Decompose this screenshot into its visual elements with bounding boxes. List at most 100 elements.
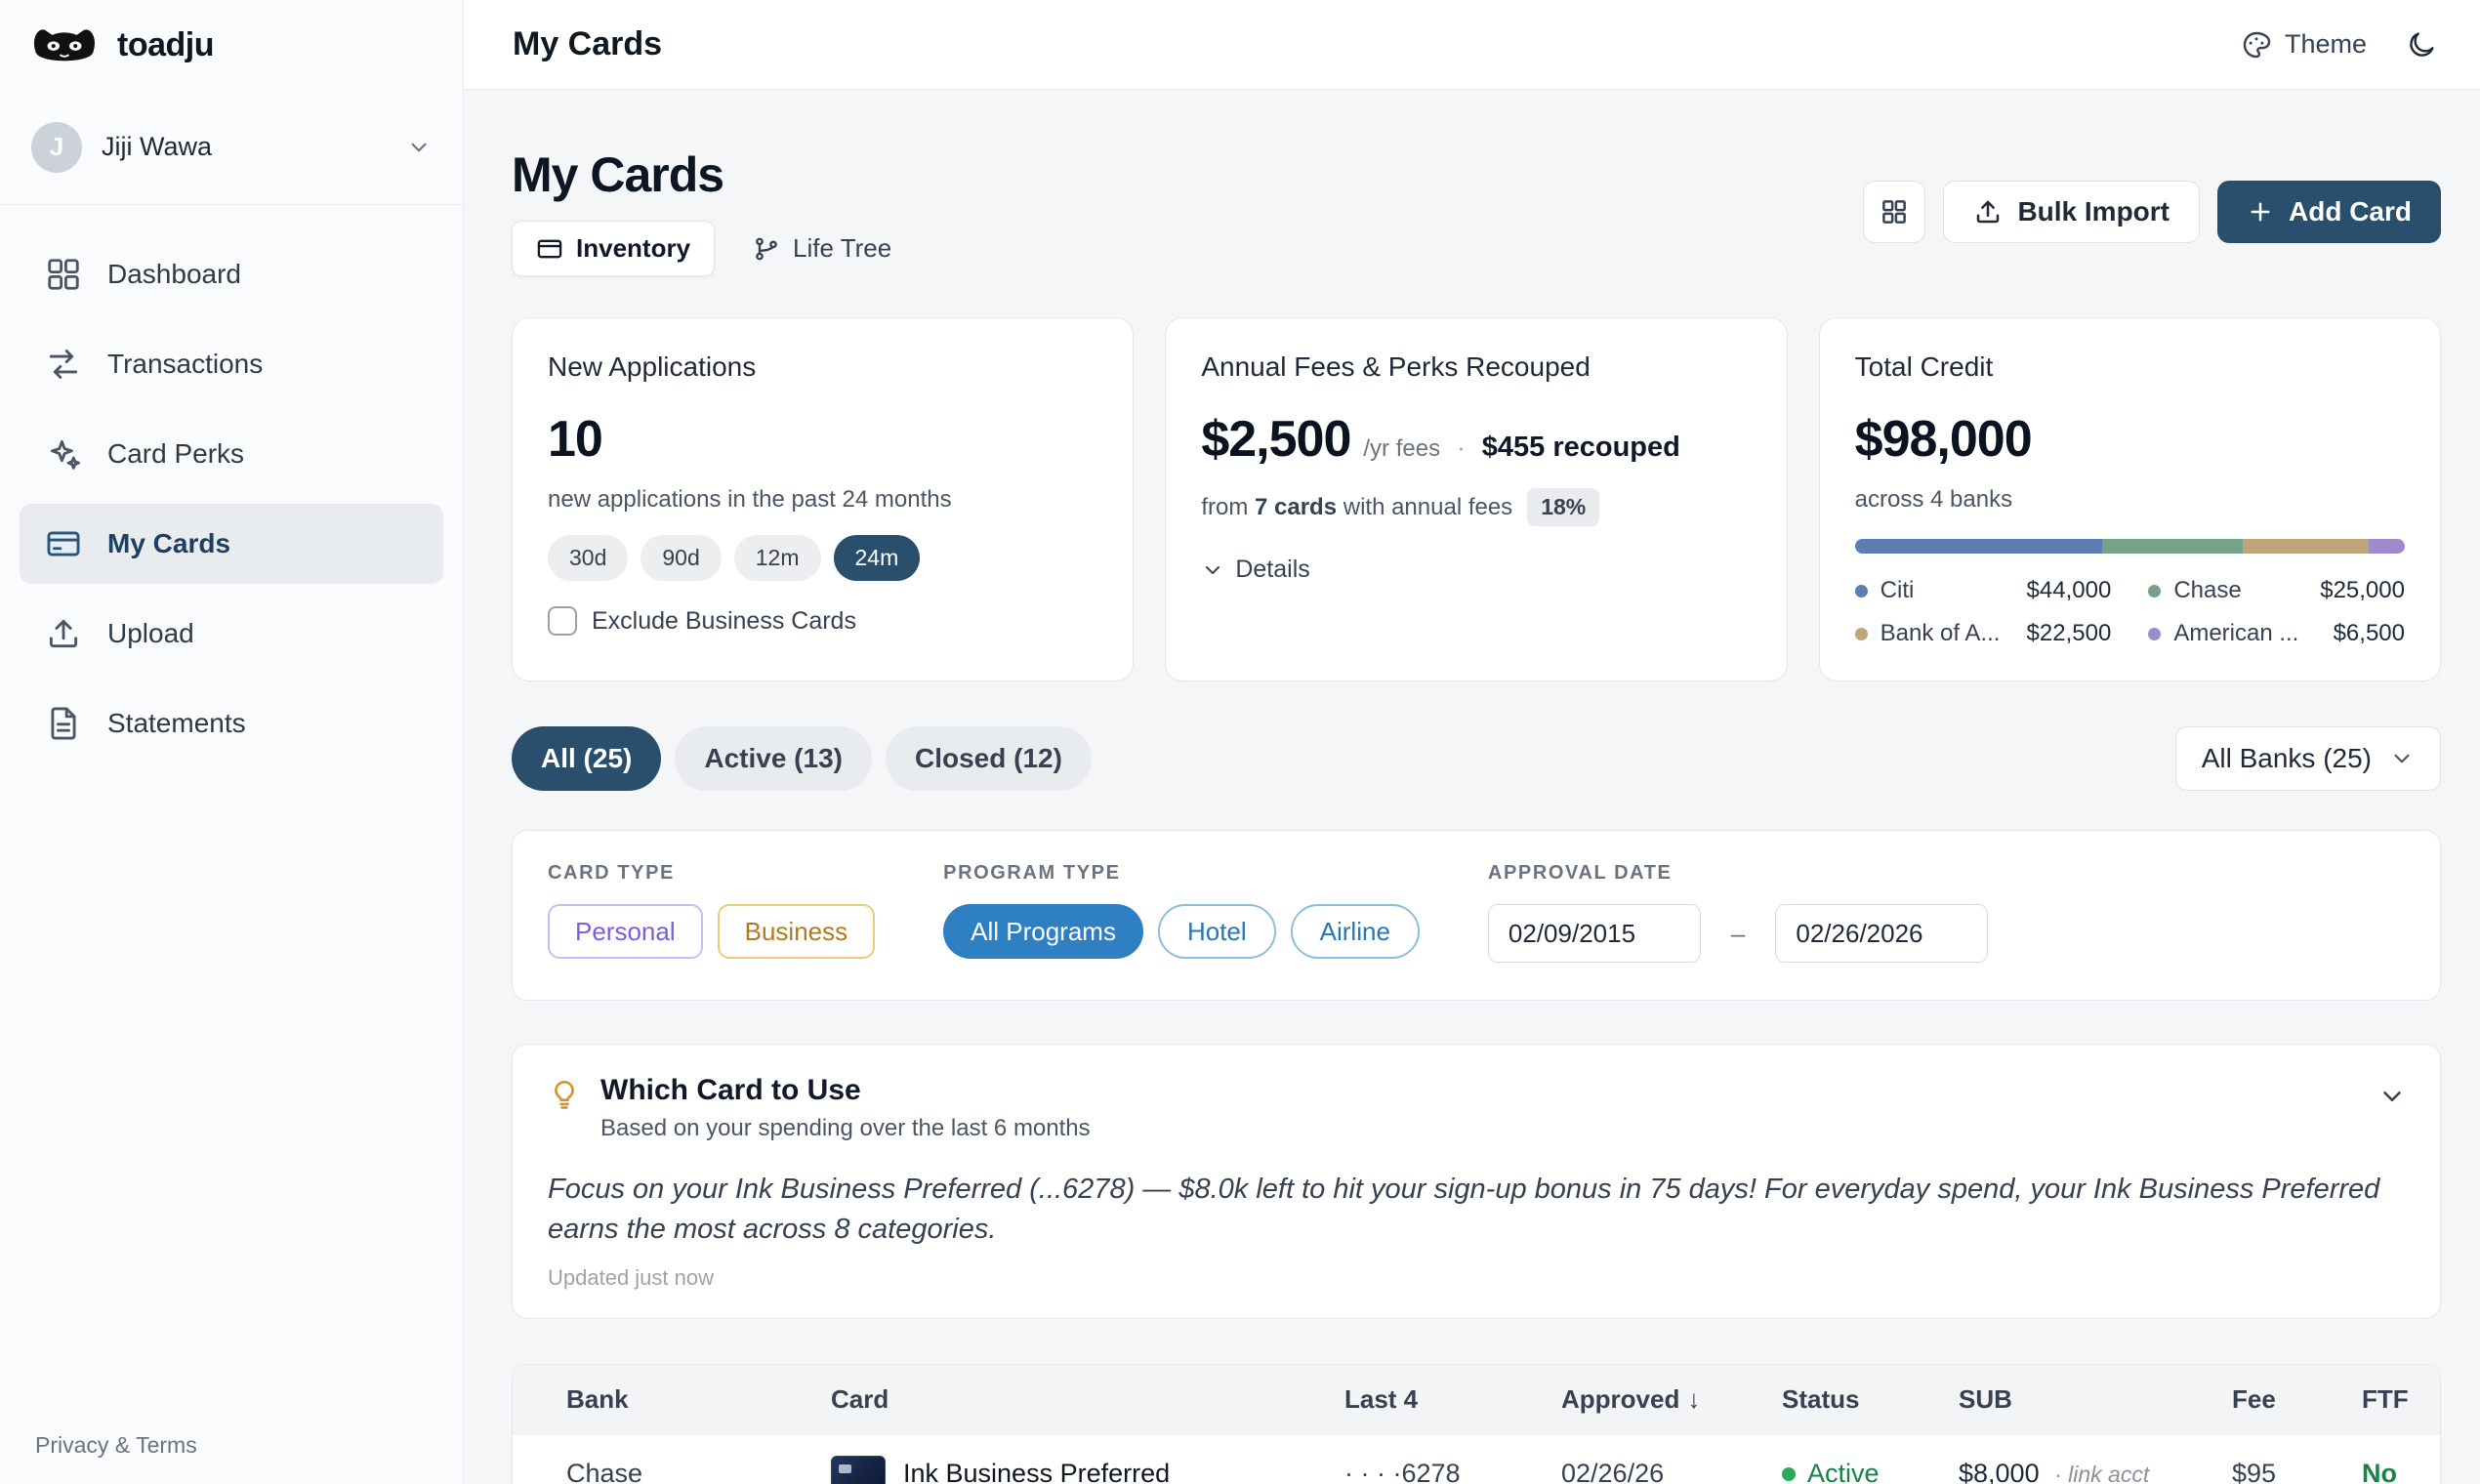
dashboard-icon <box>45 256 82 293</box>
sidebar-item-label: Transactions <box>107 349 264 379</box>
tab-label: Inventory <box>576 233 691 263</box>
document-icon <box>45 705 82 742</box>
fees-recouped: $455 recouped <box>1481 432 1680 463</box>
credit-card-icon <box>537 239 562 258</box>
sidebar-item-dashboard[interactable]: Dashboard <box>20 234 443 314</box>
sidebar-item-my-cards[interactable]: My Cards <box>20 504 443 584</box>
legend-dot <box>1854 627 1868 640</box>
sidebar-item-label: Card Perks <box>107 438 245 469</box>
cell-bank: Chase <box>513 1434 815 1484</box>
privacy-terms-link[interactable]: Privacy & Terms <box>35 1432 197 1458</box>
sidebar-footer: Privacy & Terms <box>0 1407 463 1484</box>
credit-distribution-bar <box>1854 539 2405 554</box>
tab-life-tree[interactable]: Life Tree <box>728 221 916 276</box>
fees-from-suffix: with annual fees <box>1343 493 1513 520</box>
theme-button[interactable]: Theme <box>2241 29 2367 61</box>
sidebar-item-statements[interactable]: Statements <box>20 683 443 763</box>
upload-icon <box>45 615 82 652</box>
reco-collapse-button[interactable] <box>2377 1082 2407 1114</box>
active-status-dot <box>1782 1466 1796 1481</box>
status-tab-all[interactable]: All (25) <box>512 726 662 791</box>
col-sub[interactable]: SUB <box>1943 1365 2216 1435</box>
range-pills: 30d 90d 12m 24m <box>548 535 1097 581</box>
sidebar-item-card-perks[interactable]: Card Perks <box>20 414 443 494</box>
col-bank[interactable]: Bank <box>513 1365 815 1435</box>
cell-ftf: No <box>2346 1434 2440 1484</box>
credit-card-icon <box>45 525 82 562</box>
cell-approved: 02/26/26 <box>1546 1434 1766 1484</box>
status-tab-active[interactable]: Active (13) <box>675 726 872 791</box>
sparkles-icon <box>45 435 82 473</box>
chevron-down-icon <box>411 143 427 151</box>
approval-date-label: APPROVAL DATE <box>1487 862 1673 884</box>
status-filter-row: All (25) Active (13) Closed (12) All Ban… <box>512 726 2441 791</box>
filter-hotel[interactable]: Hotel <box>1157 904 1276 959</box>
table-row[interactable]: Chase Ink Business Preferred · · · ·6278… <box>513 1434 2440 1484</box>
range-30d[interactable]: 30d <box>548 535 629 581</box>
fees-subline: from 7 cards with annual fees 18% <box>1201 488 1751 526</box>
status-tabs: All (25) Active (13) Closed (12) <box>512 726 1092 791</box>
topbar-actions: Theme <box>2241 29 2437 61</box>
range-24m[interactable]: 24m <box>833 535 921 581</box>
col-fee[interactable]: Fee <box>2216 1365 2346 1435</box>
sidebar-item-transactions[interactable]: Transactions <box>20 324 443 404</box>
bulk-import-button[interactable]: Bulk Import <box>1943 180 2200 243</box>
app-logo[interactable]: toadju <box>0 0 463 90</box>
approval-date-from-input[interactable] <box>1487 904 1701 963</box>
legend-dot <box>2148 627 2162 640</box>
reco-title: Which Card to Use <box>600 1074 861 1106</box>
user-selector[interactable]: J Jiji Wawa <box>0 90 463 205</box>
bank-filter-dropdown[interactable]: All Banks (25) <box>2174 726 2441 791</box>
credit-legend: Citi $44,000 Chase $25,000 Bank of A... … <box>1854 577 2405 647</box>
fees-cards-count: 7 cards <box>1255 493 1338 520</box>
tab-label: Life Tree <box>793 233 892 263</box>
tab-inventory[interactable]: Inventory <box>512 221 716 276</box>
upload-icon <box>1977 200 2000 223</box>
filter-airline[interactable]: Airline <box>1290 904 1420 959</box>
page-title: My Cards <box>512 147 724 202</box>
exclude-business-checkbox-row[interactable]: Exclude Business Cards <box>548 606 1097 636</box>
table-header-row: Bank Card Last 4 Approved ↓ Status SUB F… <box>513 1365 2440 1435</box>
user-name: Jiji Wawa <box>102 132 213 161</box>
details-label: Details <box>1235 556 1310 583</box>
sidebar-item-label: Statements <box>107 708 246 738</box>
filter-business[interactable]: Business <box>717 904 876 959</box>
sidebar-item-upload[interactable]: Upload <box>20 594 443 674</box>
program-type-label: PROGRAM TYPE <box>943 862 1121 884</box>
col-ftf[interactable]: FTF <box>2346 1365 2440 1435</box>
total-credit-subtitle: across 4 banks <box>1854 486 2013 513</box>
col-status[interactable]: Status <box>1766 1365 1943 1435</box>
col-approved[interactable]: Approved ↓ <box>1546 1365 1766 1435</box>
grid-view-button[interactable] <box>1863 180 1926 243</box>
legend-value: $6,500 <box>2333 620 2405 646</box>
add-card-button[interactable]: Add Card <box>2217 180 2441 243</box>
content: My Cards Inventory Life Tree <box>464 90 2480 1484</box>
approval-date-to-input[interactable] <box>1775 904 1989 963</box>
range-90d[interactable]: 90d <box>641 535 722 581</box>
status-tab-closed[interactable]: Closed (12) <box>885 726 1092 791</box>
col-last4[interactable]: Last 4 <box>1329 1365 1546 1435</box>
main-area: My Cards Theme My Cards Inventory <box>464 0 2480 1484</box>
col-card[interactable]: Card <box>815 1365 1329 1435</box>
topbar: My Cards Theme <box>464 0 2480 90</box>
moon-icon <box>2410 31 2434 57</box>
status-badge: Active <box>1782 1459 1927 1484</box>
legend-name: Chase <box>2173 577 2242 603</box>
range-12m[interactable]: 12m <box>733 535 821 581</box>
plus-icon <box>2251 202 2270 221</box>
details-expander[interactable]: Details <box>1201 556 1310 584</box>
card-type-group: CARD TYPE Personal Business <box>548 862 876 959</box>
filter-personal[interactable]: Personal <box>548 904 703 959</box>
reco-body-text: Focus on your Ink Business Preferred (..… <box>548 1174 2380 1246</box>
theme-label: Theme <box>2284 29 2367 59</box>
fees-from-prefix: from <box>1201 493 1249 520</box>
legend-item-bofa: Bank of A... $22,500 <box>1854 620 2112 647</box>
dark-mode-toggle[interactable] <box>2406 29 2437 61</box>
filter-all-programs[interactable]: All Programs <box>943 904 1143 959</box>
legend-value: $22,500 <box>2026 620 2112 646</box>
card-title: Total Credit <box>1854 351 1994 382</box>
checkbox-label: Exclude Business Cards <box>592 606 856 635</box>
checkbox[interactable] <box>548 606 577 636</box>
cell-last4: · · · ·6278 <box>1329 1434 1546 1484</box>
legend-name: American ... <box>2173 620 2299 646</box>
